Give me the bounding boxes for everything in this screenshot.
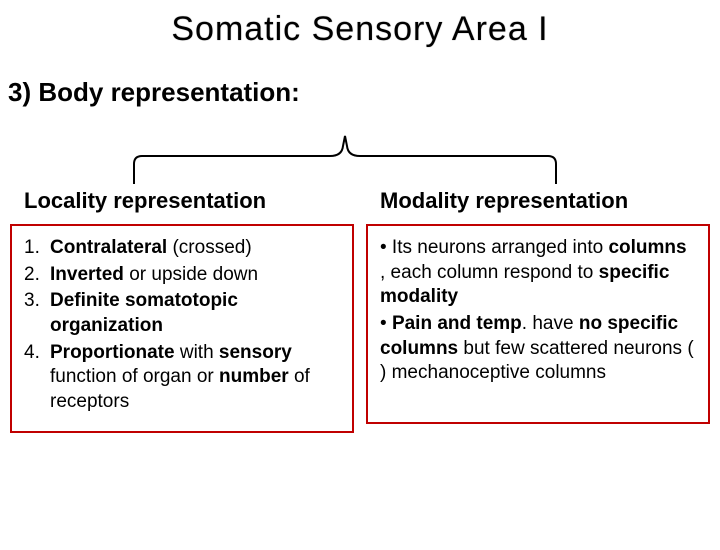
bold-text: Pain and temp [392,313,522,334]
plain-text: , each column respond to [380,262,599,283]
left-subhead: Locality representation [24,188,354,214]
bold-text: number [219,366,289,387]
bold-text: Contralateral [50,237,167,258]
bold-text: Proportionate [50,342,175,363]
bullet-item: • Its neurons arranged into columns , ea… [380,236,696,310]
bold-text: columns [608,237,686,258]
list-item: 1. Contralateral (crossed) [24,236,340,261]
plain-text: (crossed) [167,237,251,258]
list-body: Proportionate with sensory function of o… [50,341,340,415]
two-columns: Locality representation 1. Contralateral… [0,188,720,433]
list-number: 4. [24,341,50,415]
section-heading: 3) Body representation: [8,77,720,108]
list-number: 1. [24,236,50,261]
plain-text: • Its neurons arranged into [380,237,608,258]
plain-text: • [380,313,392,334]
bullet-item: • Pain and temp. have no specific column… [380,312,696,386]
plain-text: or upside down [124,264,258,285]
plain-text: with [175,342,219,363]
plain-text: . have [522,313,579,334]
list-item: 2. Inverted or upside down [24,263,340,288]
list-item: 3. Definite somatotopic organization [24,289,340,338]
right-subhead: Modality representation [380,188,710,214]
left-box: 1. Contralateral (crossed) 2. Inverted o… [10,224,354,433]
brace-divider [130,134,560,188]
right-box: • Its neurons arranged into columns , ea… [366,224,710,424]
plain-text: function of organ or [50,366,219,387]
list-body: Inverted or upside down [50,263,340,288]
list-number: 3. [24,289,50,338]
left-column: Locality representation 1. Contralateral… [10,188,354,433]
bold-text: Definite somatotopic organization [50,290,238,336]
bold-text: sensory [219,342,292,363]
bold-text: Inverted [50,264,124,285]
list-item: 4. Proportionate with sensory function o… [24,341,340,415]
list-body: Definite somatotopic organization [50,289,340,338]
ordered-list: 1. Contralateral (crossed) 2. Inverted o… [24,236,340,415]
list-body: Contralateral (crossed) [50,236,340,261]
list-number: 2. [24,263,50,288]
right-column: Modality representation • Its neurons ar… [366,188,710,433]
slide-title: Somatic Sensory Area I [0,10,720,49]
